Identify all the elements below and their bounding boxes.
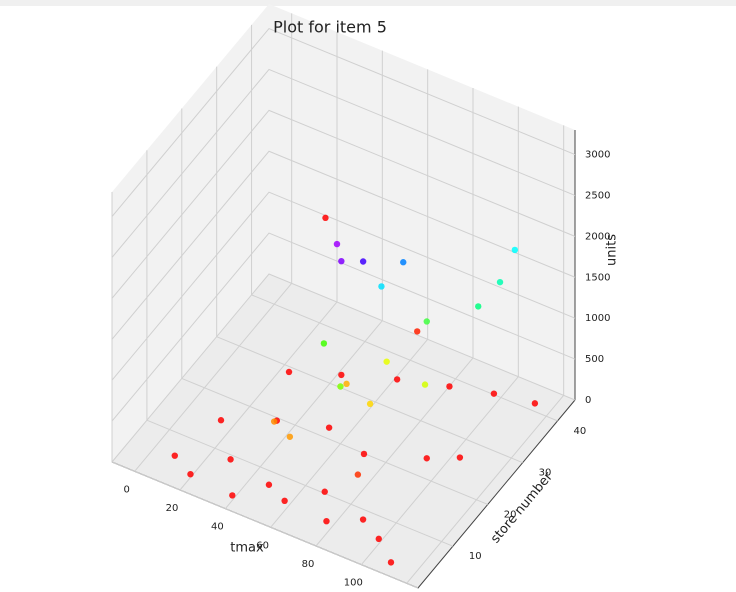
point	[414, 328, 421, 335]
point	[511, 246, 519, 254]
point	[490, 390, 498, 397]
point	[325, 424, 333, 431]
point	[354, 471, 362, 478]
z-tick-label: 2000	[585, 231, 610, 242]
top-bar	[0, 0, 736, 6]
point	[321, 488, 328, 495]
y-tick-label: 30	[539, 468, 552, 479]
grid-line	[111, 109, 576, 299]
point	[531, 400, 539, 407]
point	[359, 516, 367, 523]
point	[383, 358, 390, 365]
grid-line	[111, 232, 576, 422]
pane	[112, 4, 269, 462]
point	[359, 258, 367, 265]
point	[496, 278, 504, 286]
chart-title: Plot for item 5	[273, 18, 387, 37]
point	[333, 240, 341, 248]
point	[281, 497, 288, 505]
point	[400, 259, 407, 266]
point	[456, 454, 464, 461]
point	[322, 214, 329, 222]
pane	[269, 4, 575, 400]
point	[286, 433, 294, 440]
x-tick-label: 80	[302, 559, 315, 570]
y-tick-label: 10	[469, 551, 482, 562]
point	[187, 470, 194, 478]
point	[393, 376, 401, 383]
point	[446, 383, 453, 390]
x-tick-label: 0	[123, 484, 129, 495]
z-axis-label: units	[605, 234, 620, 266]
z-tick-label: 500	[585, 354, 604, 365]
grid-line	[111, 191, 576, 381]
grid-line	[111, 68, 576, 258]
z-tick-label: 0	[585, 395, 591, 406]
z-tick-label: 1500	[585, 272, 610, 283]
points	[171, 214, 539, 566]
point	[338, 371, 345, 379]
y-tick-label: 40	[574, 426, 587, 437]
point	[423, 318, 430, 325]
point	[343, 380, 350, 388]
point	[229, 492, 236, 499]
axes-panes: 0204060801001200102030400500100015002000…	[111, 4, 610, 589]
point	[320, 340, 328, 347]
grid-line	[111, 273, 576, 463]
point	[338, 257, 345, 265]
x-tick-label: 100	[344, 578, 363, 589]
point	[171, 452, 178, 459]
point	[366, 400, 374, 408]
y-tick-label: 20	[504, 509, 517, 520]
x-axis-label: tmax	[230, 541, 264, 556]
x-tick-label: 60	[256, 540, 269, 551]
point	[217, 417, 225, 424]
grid-line	[111, 150, 576, 340]
point	[265, 481, 273, 488]
point	[387, 559, 395, 566]
z-tick-label: 1000	[585, 313, 610, 324]
point	[421, 381, 429, 388]
point	[360, 450, 368, 458]
z-tick-label: 3000	[585, 150, 610, 161]
grid-line	[111, 27, 576, 217]
x-tick-label: 40	[211, 522, 224, 533]
point	[423, 455, 430, 462]
point	[323, 517, 330, 525]
x-tick-label: 20	[166, 503, 179, 514]
point	[227, 456, 234, 463]
point	[285, 368, 293, 376]
point	[375, 535, 382, 543]
point	[337, 383, 344, 390]
point	[475, 303, 482, 310]
z-tick-label: 2500	[585, 190, 610, 201]
point	[270, 418, 278, 425]
point	[378, 283, 385, 290]
